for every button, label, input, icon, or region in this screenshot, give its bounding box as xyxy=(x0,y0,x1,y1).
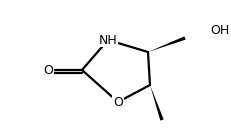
Text: O: O xyxy=(43,64,53,76)
Text: O: O xyxy=(112,95,122,108)
Text: OH: OH xyxy=(209,24,228,37)
Polygon shape xyxy=(147,36,185,52)
Polygon shape xyxy=(149,85,163,121)
Text: NH: NH xyxy=(98,33,117,46)
